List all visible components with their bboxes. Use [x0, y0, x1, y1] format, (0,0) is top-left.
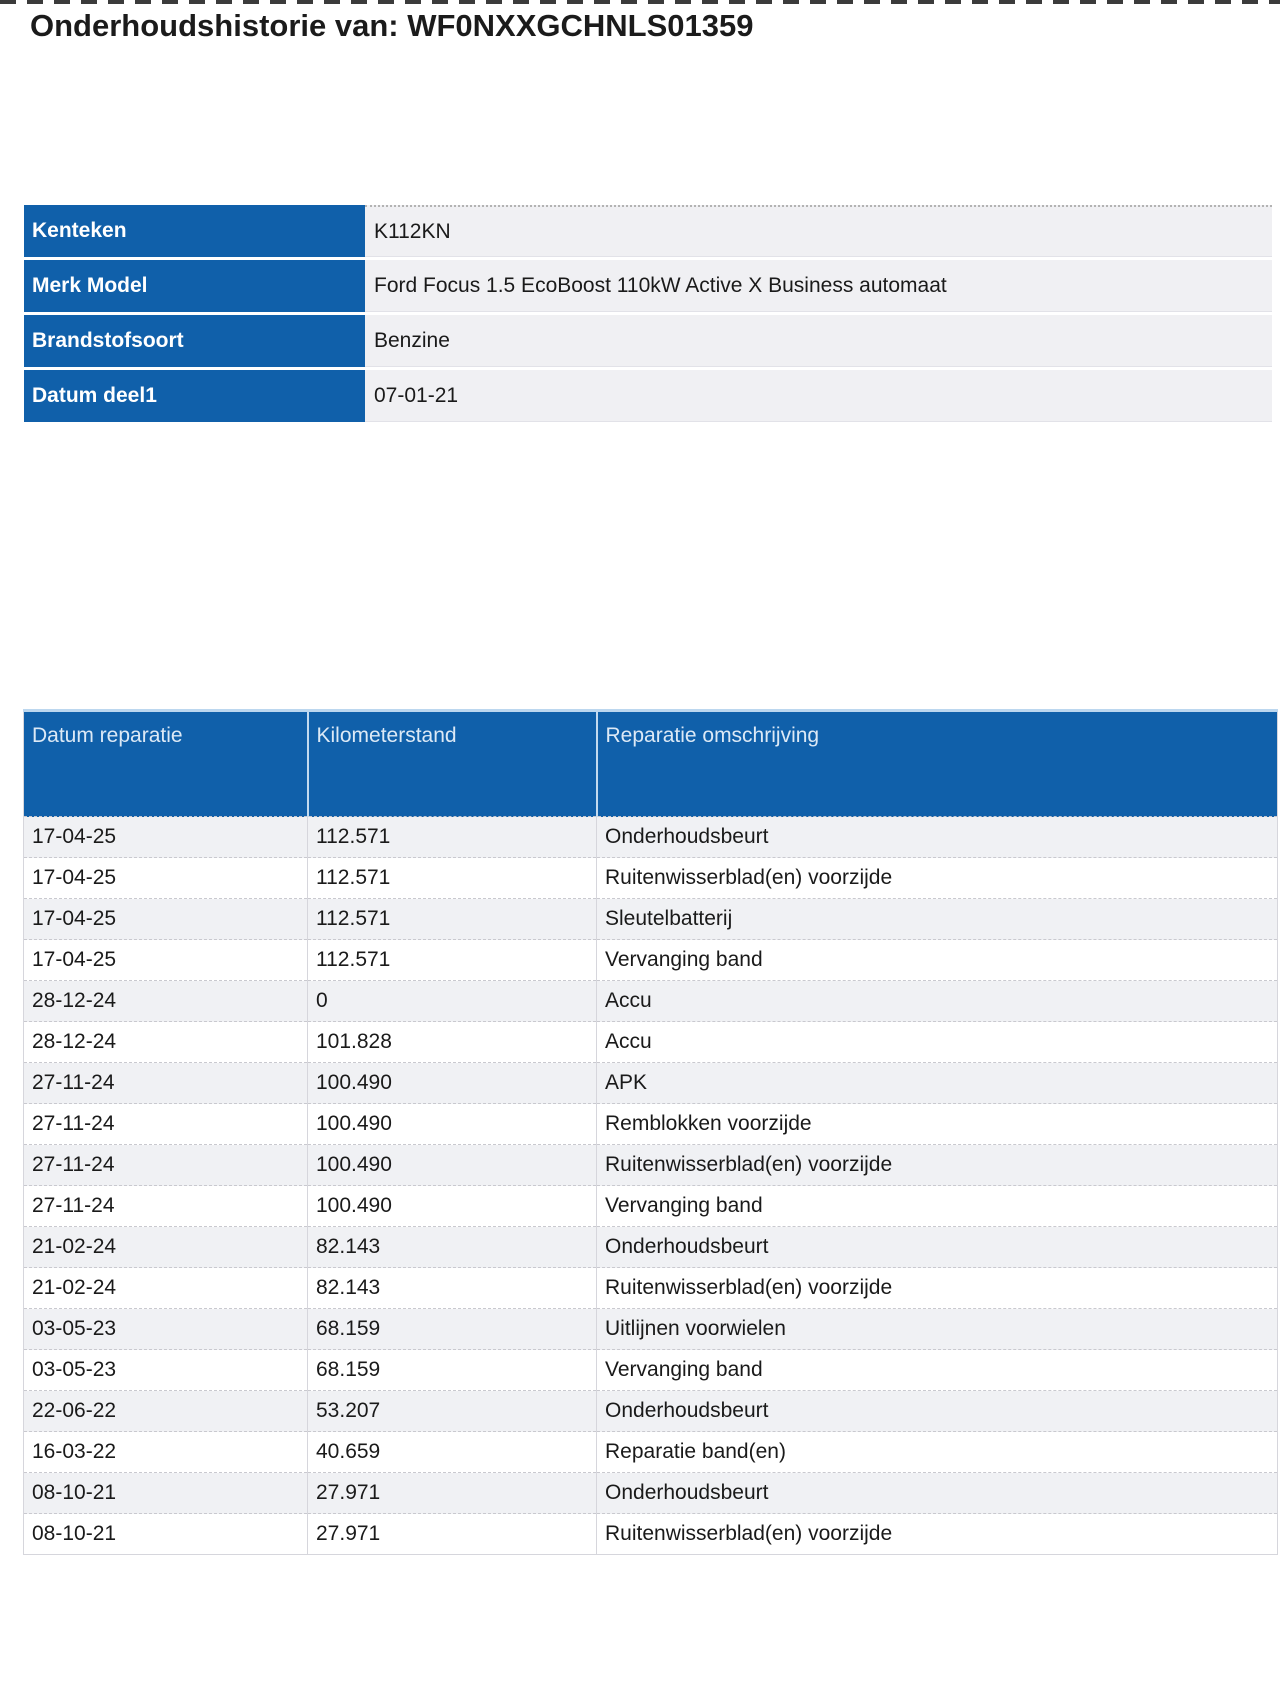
vehicle-info-value: 07-01-21: [365, 370, 1272, 422]
repair-cell-date: 16-03-22: [23, 1431, 308, 1473]
vehicle-info-value: Ford Focus 1.5 EcoBoost 110kW Active X B…: [365, 260, 1272, 312]
vehicle-info-row: Brandstofsoort Benzine: [24, 315, 1272, 367]
repair-cell-kilometers: 100.490: [307, 1062, 597, 1104]
repair-row: 27-11-24 100.490 Remblokken voorzijde: [23, 1103, 1278, 1145]
repair-cell-kilometers: 100.490: [307, 1144, 597, 1186]
repair-cell-kilometers: 100.490: [307, 1103, 597, 1145]
repair-history-table: Datum reparatie Kilometerstand Reparatie o…: [23, 709, 1278, 1555]
repair-cell-description: Ruitenwisserblad(en) voorzijde: [596, 1267, 1278, 1309]
vehicle-info-value: Benzine: [365, 315, 1272, 367]
repair-cell-date: 17-04-25: [23, 857, 308, 899]
repair-cell-kilometers: 100.490: [307, 1185, 597, 1227]
repair-cell-date: 21-02-24: [23, 1226, 308, 1268]
repair-row: 17-04-25 112.571 Ruitenwisserblad(en) voor…: [23, 857, 1278, 899]
repair-row: 03-05-23 68.159 Uitlijnen voorwielen: [23, 1308, 1278, 1350]
repair-cell-description: Uitlijnen voorwielen: [596, 1308, 1278, 1350]
repair-row: 17-04-25 112.571 Vervanging band: [23, 939, 1278, 981]
repair-row: 21-02-24 82.143 Ruitenwisserblad(en) voorz…: [23, 1267, 1278, 1309]
repair-column-header: Kilometerstand: [306, 709, 597, 817]
repair-cell-date: 27-11-24: [23, 1103, 308, 1145]
repair-cell-kilometers: 40.659: [307, 1431, 597, 1473]
repair-cell-date: 08-10-21: [23, 1513, 308, 1555]
repair-cell-date: 17-04-25: [23, 816, 308, 858]
repair-cell-date: 22-06-22: [23, 1390, 308, 1432]
repair-cell-date: 28-12-24: [23, 1021, 308, 1063]
repair-row: 27-11-24 100.490 APK: [23, 1062, 1278, 1104]
repair-column-header: Reparatie omschrijving: [595, 709, 1278, 817]
repair-cell-description: Reparatie band(en): [596, 1431, 1278, 1473]
repair-cell-date: 21-02-24: [23, 1267, 308, 1309]
repair-table-body: 17-04-25 112.571 Onderhoudsbeurt 17-04-25 11…: [23, 816, 1278, 1555]
repair-cell-description: APK: [596, 1062, 1278, 1104]
vehicle-info-label: Datum deel1: [24, 370, 365, 422]
repair-cell-kilometers: 82.143: [307, 1267, 597, 1309]
page-top-dashed-line: [0, 0, 1280, 4]
vehicle-info-value: K112KN: [365, 205, 1272, 257]
repair-cell-date: 08-10-21: [23, 1472, 308, 1514]
repair-cell-date: 27-11-24: [23, 1144, 308, 1186]
repair-cell-date: 28-12-24: [23, 980, 308, 1022]
repair-row: 22-06-22 53.207 Onderhoudsbeurt: [23, 1390, 1278, 1432]
repair-cell-kilometers: 0: [307, 980, 597, 1022]
repair-cell-kilometers: 112.571: [307, 857, 597, 899]
repair-cell-date: 03-05-23: [23, 1349, 308, 1391]
repair-cell-kilometers: 27.971: [307, 1513, 597, 1555]
repair-cell-description: Ruitenwisserblad(en) voorzijde: [596, 1144, 1278, 1186]
repair-row: 08-10-21 27.971 Ruitenwisserblad(en) voorz…: [23, 1513, 1278, 1555]
vehicle-info-label: Merk Model: [24, 260, 365, 312]
repair-cell-kilometers: 112.571: [307, 898, 597, 940]
repair-cell-kilometers: 68.159: [307, 1349, 597, 1391]
repair-cell-description: Vervanging band: [596, 1185, 1278, 1227]
repair-row: 27-11-24 100.490 Ruitenwisserblad(en) voor…: [23, 1144, 1278, 1186]
repair-cell-description: Ruitenwisserblad(en) voorzijde: [596, 1513, 1278, 1555]
vehicle-info-body: Kenteken K112KN Merk Model Ford Focus 1.5 E…: [24, 205, 1272, 422]
repair-cell-date: 27-11-24: [23, 1185, 308, 1227]
repair-cell-description: Onderhoudsbeurt: [596, 1390, 1278, 1432]
repair-row: 28-12-24 0 Accu: [23, 980, 1278, 1022]
repair-cell-description: Onderhoudsbeurt: [596, 1472, 1278, 1514]
repair-cell-description: Vervanging band: [596, 939, 1278, 981]
repair-cell-description: Ruitenwisserblad(en) voorzijde: [596, 857, 1278, 899]
repair-cell-description: Accu: [596, 980, 1278, 1022]
repair-cell-kilometers: 27.971: [307, 1472, 597, 1514]
repair-cell-description: Onderhoudsbeurt: [596, 1226, 1278, 1268]
vehicle-info-label: Brandstofsoort: [24, 315, 365, 367]
repair-cell-kilometers: 53.207: [307, 1390, 597, 1432]
repair-cell-description: Vervanging band: [596, 1349, 1278, 1391]
repair-row: 17-04-25 112.571 Sleutelbatterij: [23, 898, 1278, 940]
page-title: Onderhoudshistorie van: WF0NXXGCHNLS0135…: [30, 8, 754, 43]
vehicle-info-table: Kenteken K112KN Merk Model Ford Focus 1.5 E…: [24, 202, 1272, 425]
repair-row: 16-03-22 40.659 Reparatie band(en): [23, 1431, 1278, 1473]
repair-row: 03-05-23 68.159 Vervanging band: [23, 1349, 1278, 1391]
repair-cell-date: 27-11-24: [23, 1062, 308, 1104]
repair-cell-date: 03-05-23: [23, 1308, 308, 1350]
repair-cell-kilometers: 82.143: [307, 1226, 597, 1268]
vehicle-info-row: Merk Model Ford Focus 1.5 EcoBoost 110kW …: [24, 260, 1272, 312]
vehicle-info-row: Kenteken K112KN: [24, 205, 1272, 257]
repair-cell-description: Accu: [596, 1021, 1278, 1063]
repair-row: 28-12-24 101.828 Accu: [23, 1021, 1278, 1063]
vehicle-info-label: Kenteken: [24, 205, 365, 257]
repair-row: 08-10-21 27.971 Onderhoudsbeurt: [23, 1472, 1278, 1514]
repair-cell-description: Remblokken voorzijde: [596, 1103, 1278, 1145]
repair-cell-description: Sleutelbatterij: [596, 898, 1278, 940]
vehicle-info-row: Datum deel1 07-01-21: [24, 370, 1272, 422]
repair-cell-kilometers: 101.828: [307, 1021, 597, 1063]
repair-cell-kilometers: 112.571: [307, 939, 597, 981]
repair-column-header: Datum reparatie: [23, 709, 308, 817]
repair-cell-date: 17-04-25: [23, 898, 308, 940]
repair-row: 27-11-24 100.490 Vervanging band: [23, 1185, 1278, 1227]
repair-cell-kilometers: 112.571: [307, 816, 597, 858]
repair-row: 21-02-24 82.143 Onderhoudsbeurt: [23, 1226, 1278, 1268]
repair-cell-description: Onderhoudsbeurt: [596, 816, 1278, 858]
repair-row: 17-04-25 112.571 Onderhoudsbeurt: [23, 816, 1278, 858]
repair-header-row: Datum reparatie Kilometerstand Reparatie o…: [23, 709, 1278, 817]
repair-cell-kilometers: 68.159: [307, 1308, 597, 1350]
repair-cell-date: 17-04-25: [23, 939, 308, 981]
